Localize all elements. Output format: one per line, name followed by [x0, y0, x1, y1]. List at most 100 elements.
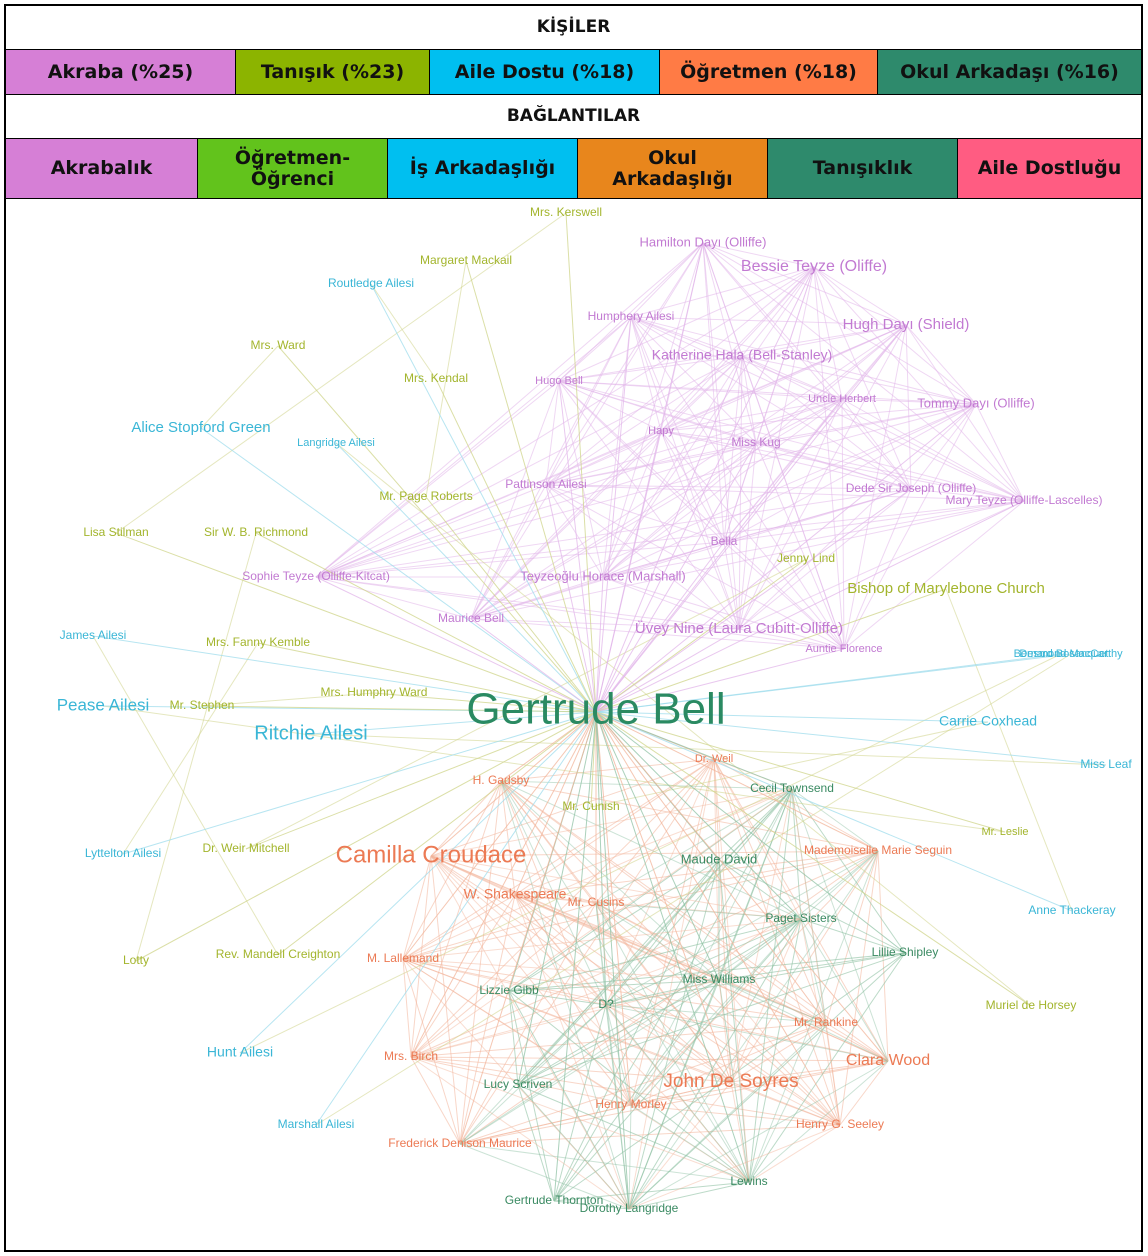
network-edge	[500, 780, 802, 920]
network-edge	[595, 711, 1107, 766]
network-edge	[545, 484, 740, 630]
node-label: Humphery Ailesi	[588, 309, 675, 323]
network-edge	[315, 576, 597, 713]
network-edge	[545, 484, 1025, 502]
network-edge	[605, 979, 720, 1006]
network-edge	[410, 788, 793, 1058]
network-edge	[92, 635, 597, 713]
node-label: Mr. Stephen	[170, 698, 235, 712]
network-edge	[730, 1060, 889, 1083]
network-edge	[595, 648, 845, 713]
network-edge	[410, 894, 516, 1058]
node-label: Frederick Denison Maurice	[388, 1136, 532, 1150]
network-edge	[558, 316, 632, 382]
network-edge	[410, 1056, 630, 1210]
node-label: Mrs. Fanny Kemble	[206, 635, 310, 649]
network-edge	[628, 1081, 732, 1210]
network-edge	[465, 260, 597, 713]
network-edge	[470, 541, 725, 620]
network-edge	[595, 902, 720, 981]
network-edge	[841, 398, 845, 650]
network-edge	[595, 316, 632, 713]
network-edge	[630, 316, 743, 357]
network-edge	[545, 442, 757, 486]
network-edge	[315, 484, 547, 578]
network-edge	[595, 711, 1032, 1007]
network-edge	[402, 918, 802, 960]
network-edge	[459, 1124, 841, 1145]
network-edge	[315, 403, 977, 578]
network-edge	[545, 324, 907, 486]
network-edge	[545, 316, 632, 486]
network-edge	[738, 488, 912, 630]
network-edge	[595, 488, 912, 713]
network-edge	[558, 380, 662, 432]
network-edge	[201, 692, 375, 707]
center-node-label: Gertrude Bell	[466, 685, 725, 734]
network-edge	[630, 979, 720, 1106]
network-edge	[470, 618, 740, 630]
network-edge	[800, 918, 906, 954]
node-label: Lyttelton Ailesi	[85, 846, 161, 860]
people-category-3: Öğretmen (%18)	[660, 50, 878, 94]
network-edge	[545, 430, 662, 486]
network-edge	[713, 758, 720, 981]
network-edge	[630, 918, 802, 1106]
network-edge	[470, 316, 632, 620]
network-edge	[115, 532, 597, 713]
network-edge	[741, 355, 843, 400]
node-label: Langridge Ailesi	[297, 437, 375, 449]
network-edge	[545, 484, 725, 543]
people-category-2: Aile Dostu (%18)	[430, 50, 660, 94]
network-edge	[425, 496, 597, 713]
network-edge	[315, 242, 704, 578]
network-edge	[239, 711, 597, 1054]
network-edge	[755, 442, 845, 650]
network-edge	[470, 576, 604, 620]
network-edge	[723, 541, 740, 630]
network-edge	[723, 355, 743, 543]
network-edge	[791, 788, 906, 954]
network-edge	[135, 711, 597, 962]
link-category-2: İş Arkadaşlığı	[388, 139, 578, 198]
node-label: H. Gadsby	[473, 773, 530, 787]
network-edge	[910, 488, 1025, 502]
network-edge	[92, 635, 279, 956]
network-edge	[730, 1022, 827, 1083]
network-edge	[595, 355, 743, 713]
network-edge	[713, 758, 827, 1024]
network-edge	[514, 894, 889, 1062]
network-edge	[558, 380, 977, 405]
node-label: W. Shakespeare	[464, 886, 567, 902]
network-edge	[553, 1200, 630, 1210]
network-edge	[723, 442, 757, 543]
network-edge	[660, 430, 1025, 502]
network-edge	[800, 918, 827, 1024]
network-edge	[660, 398, 843, 432]
network-edge	[595, 711, 889, 1062]
network-edge	[545, 355, 743, 486]
node-label: Bishop of Marylebone Church	[847, 580, 1045, 597]
node-label: Lotty	[123, 953, 149, 967]
node-label: Gertrude Thornton	[505, 1193, 604, 1207]
network-edge	[315, 711, 597, 1126]
network-edge	[517, 859, 720, 1086]
network-edge	[115, 212, 567, 534]
network-edge	[905, 324, 912, 490]
node-label: Miss Leaf	[1080, 757, 1132, 771]
node-label: Mrs. Ward	[251, 338, 306, 352]
network-edge	[410, 758, 715, 1058]
network-edge	[602, 403, 977, 578]
network-edge	[595, 558, 807, 713]
network-edge	[905, 324, 977, 405]
network-edge	[595, 576, 604, 713]
network-edge	[514, 894, 597, 904]
network-edge	[595, 711, 1073, 912]
network-edge	[813, 266, 1025, 502]
network-edge	[748, 1022, 827, 1183]
network-edge	[402, 958, 607, 1006]
network-edge	[702, 242, 907, 326]
network-edge	[738, 403, 977, 630]
network-edge	[628, 1124, 841, 1210]
network-edge	[459, 1104, 632, 1145]
